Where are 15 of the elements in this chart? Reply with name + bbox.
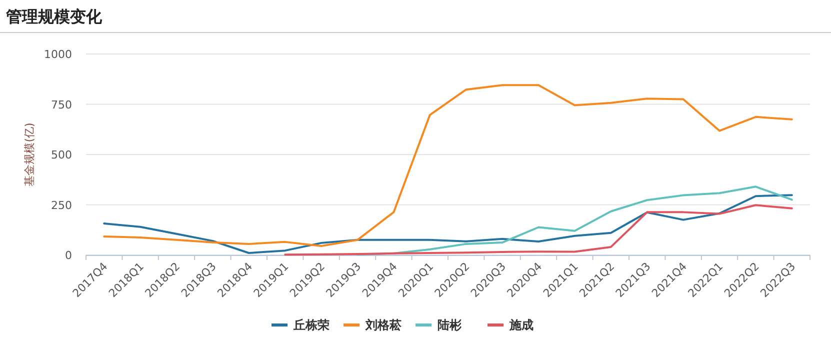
legend-label: 刘格菘 xyxy=(364,318,402,332)
line-series xyxy=(103,194,793,254)
legend-label: 施成 xyxy=(508,318,534,332)
y-tick-label: 500 xyxy=(51,148,72,162)
chart-title: 管理规模变化 xyxy=(5,7,103,26)
legend-label: 陆彬 xyxy=(438,318,462,332)
y-tick-label: 750 xyxy=(51,98,72,112)
line-series xyxy=(356,186,793,256)
line-series xyxy=(103,84,793,247)
y-tick-label: 250 xyxy=(51,198,72,212)
y-tick-label: 1000 xyxy=(44,48,72,61)
y-axis-title: 基金规模(亿) xyxy=(23,122,36,186)
legend-label: 丘栋荣 xyxy=(292,318,330,332)
y-tick-label: 0 xyxy=(65,249,72,262)
line-series xyxy=(284,204,793,256)
